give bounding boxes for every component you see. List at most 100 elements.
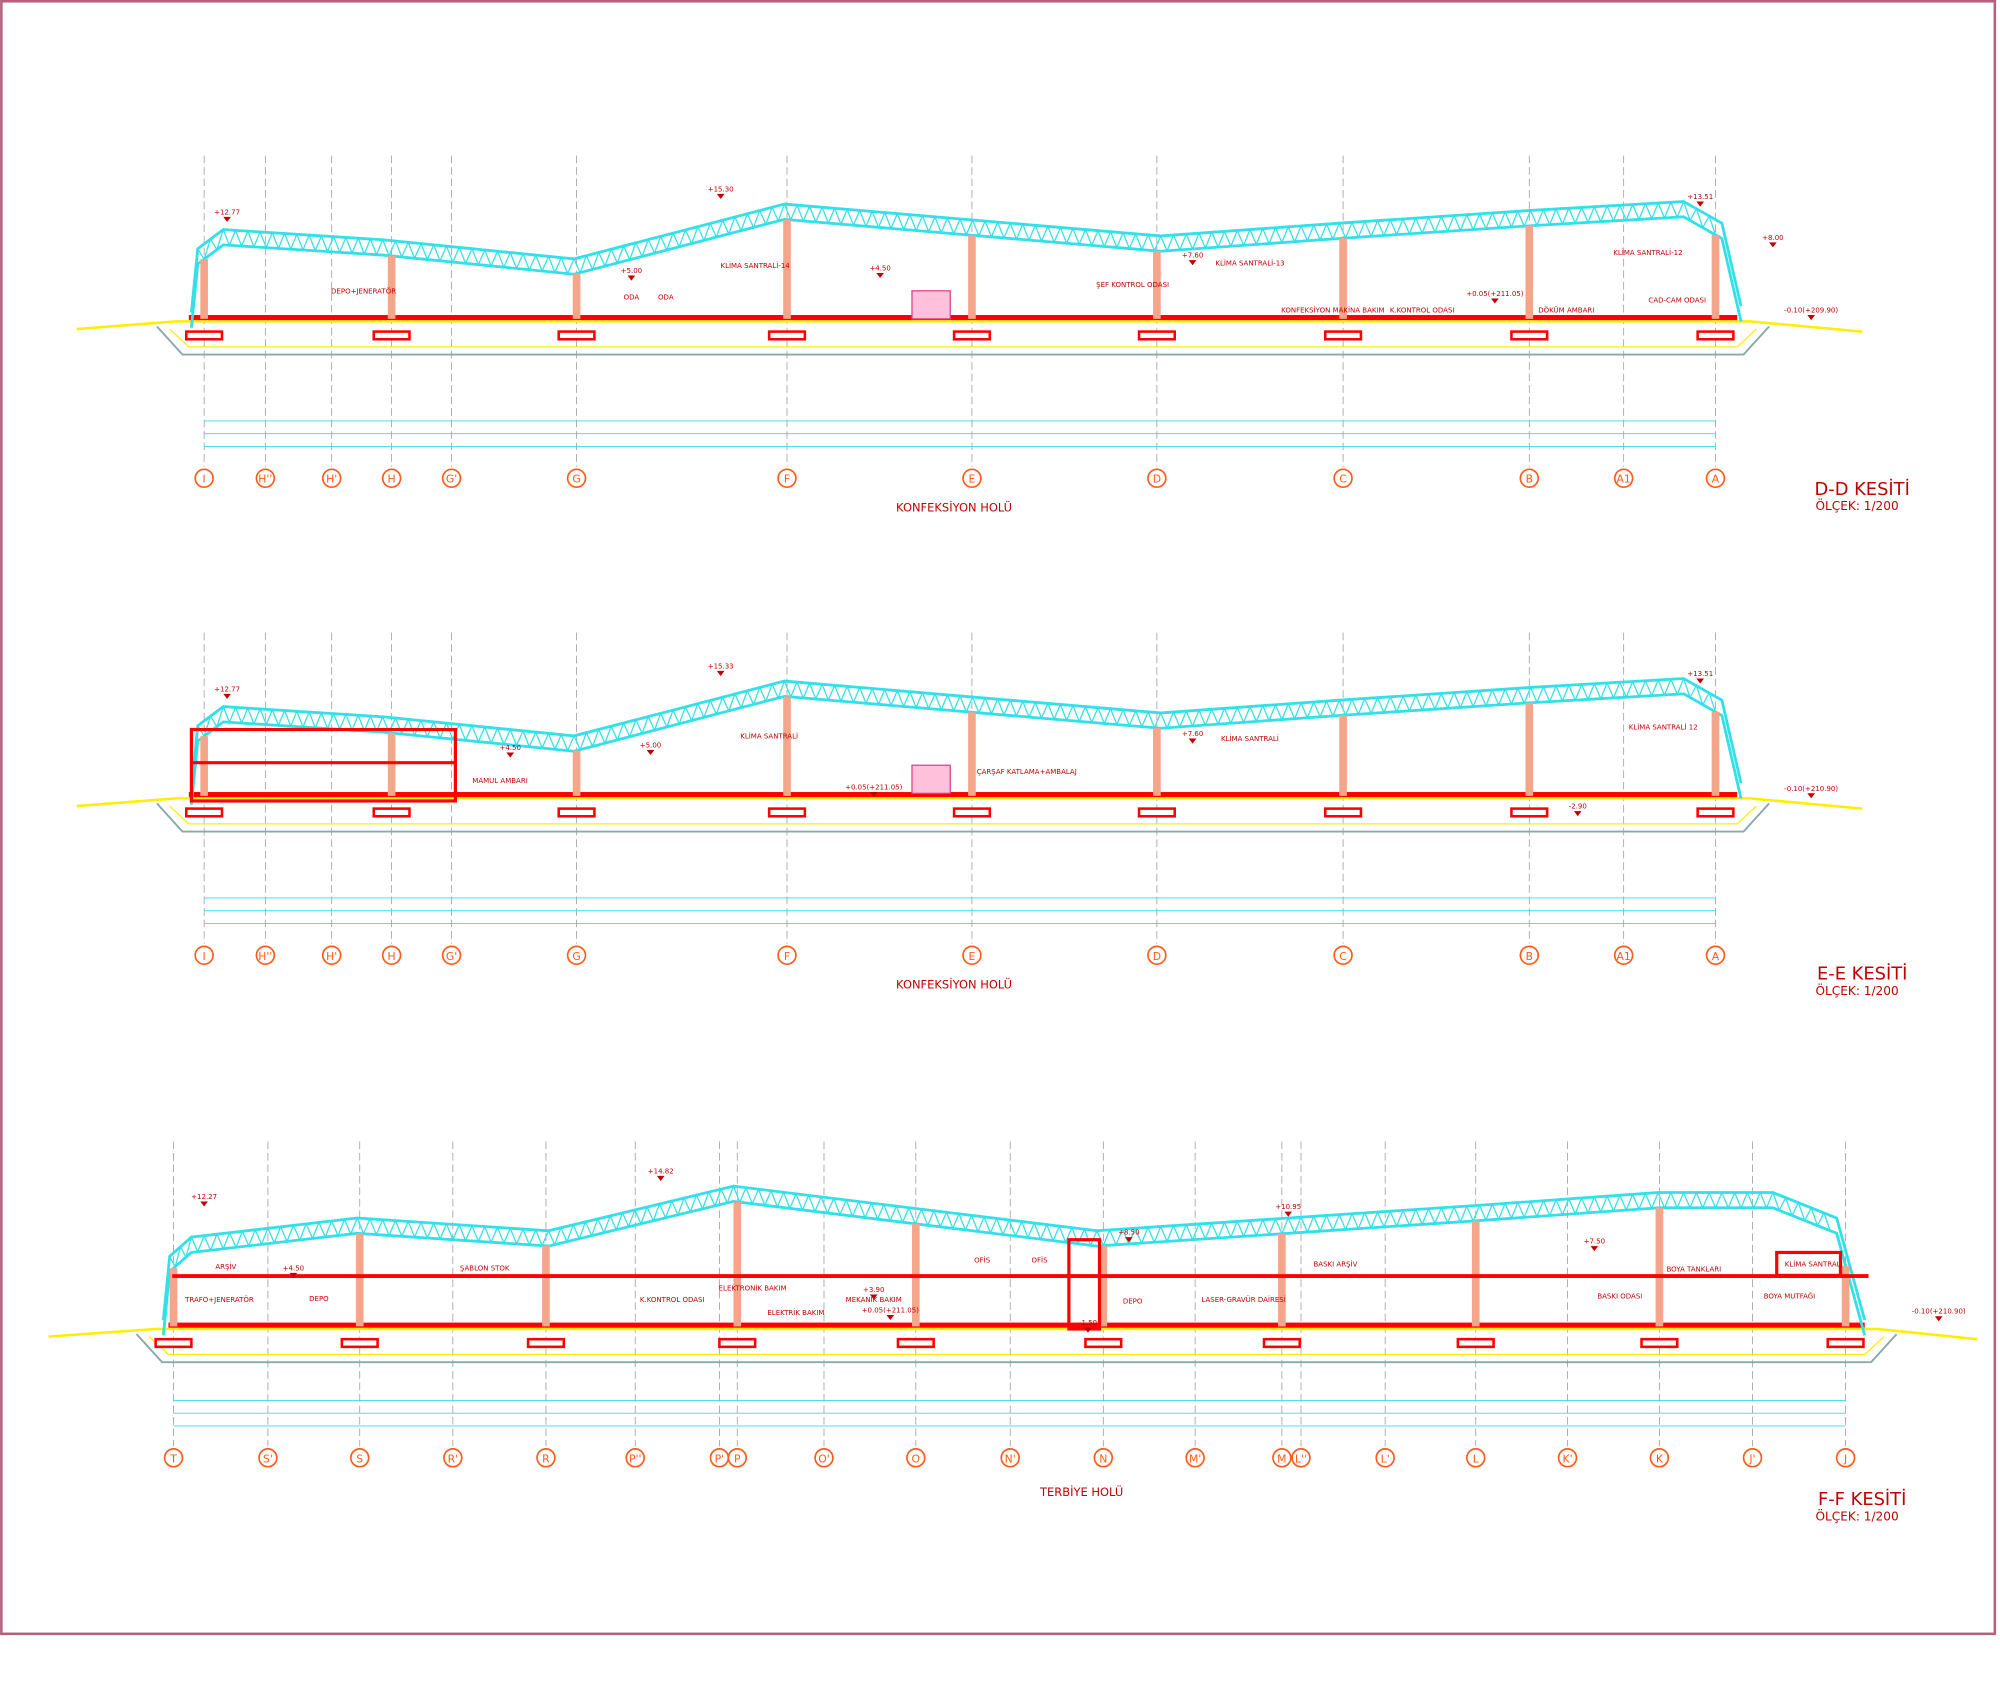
elevation-label: +14.82 — [648, 1166, 674, 1175]
grid-label: L — [1473, 1452, 1479, 1465]
grid-label: P — [734, 1452, 741, 1465]
elevation-label: +0.05(+211.05) — [1466, 289, 1524, 298]
grid-label: J — [1843, 1452, 1847, 1465]
section-f-f: T S' S R' R P'' P' P O' O N' N M' M L'' L' L K' K J' J ARŞİV T… — [48, 1141, 1978, 1523]
ground-line — [76, 320, 1863, 333]
hall-name: KONFEKSİYON HOLÜ — [896, 975, 1012, 991]
hall-name: KONFEKSİYON HOLÜ — [896, 498, 1012, 514]
grid-label: K — [1656, 1452, 1664, 1465]
elevation-marker-icon — [1084, 1327, 1092, 1333]
room-label: MEKANİK BAKIM — [846, 1295, 902, 1304]
room-label: DEPO — [1123, 1296, 1143, 1305]
elevation-label: +8.00 — [1762, 233, 1783, 242]
room-label: ELEKTRİK BAKIM — [767, 1308, 824, 1317]
room-label: DEPO — [309, 1294, 329, 1303]
column-footing — [1696, 807, 1735, 818]
grid-bubble — [536, 1448, 556, 1468]
grid-bubble — [441, 945, 462, 966]
grid-bubble — [625, 1448, 645, 1468]
elevation-marker-icon — [223, 216, 231, 222]
grid-label: P'' — [629, 1452, 641, 1465]
grid-label: B — [1526, 950, 1533, 963]
room-label: KLİMA SANTRALİ — [1221, 734, 1279, 743]
grid-bubble — [962, 945, 982, 966]
grid-bubble — [258, 1448, 278, 1468]
elevation-label: +15.33 — [708, 661, 734, 670]
grid-bubble — [1519, 468, 1540, 489]
section-d-d: I H'' H' H G' G F E D C B A1 A DEPO+JENERATÖR ODA ODA KL… — [76, 155, 1910, 514]
grid-bubble — [1557, 1448, 1578, 1468]
ground-line — [48, 1327, 1978, 1341]
grid-bubble — [441, 468, 462, 489]
grid-label: H — [388, 473, 396, 486]
grid-bubble — [321, 945, 342, 966]
grid-label: M' — [1189, 1452, 1201, 1465]
elevation-label: +12.77 — [214, 207, 240, 216]
grid-bubble — [443, 1448, 463, 1468]
room-label: LASER-GRAVÜR DAİRESİ — [1201, 1295, 1285, 1304]
column — [355, 1233, 364, 1327]
column-footing — [1640, 1337, 1679, 1349]
grid-label: F — [784, 950, 790, 963]
elevation-marker-icon — [869, 792, 878, 798]
grid-bubble — [255, 468, 276, 489]
section-scale: ÖLÇEK: 1/200 — [1816, 497, 1899, 513]
grid-label: G — [572, 950, 580, 963]
column-footing — [896, 1337, 935, 1349]
roof-truss-web — [197, 676, 1717, 753]
grid-bubble — [381, 468, 402, 489]
elevation-label: +7.60 — [1182, 729, 1203, 738]
column — [783, 219, 791, 319]
grid-label: S — [356, 1452, 363, 1465]
grid-bubble — [194, 945, 214, 966]
office-block — [189, 727, 457, 803]
column — [572, 273, 581, 319]
grid-bubble — [1649, 1448, 1670, 1468]
section-title: D-D KESİTİ — [1815, 479, 1910, 500]
column-footing — [1137, 330, 1177, 341]
room-label: ELEKTRONİK BAKIM — [719, 1284, 787, 1293]
grid-bubble — [727, 1448, 748, 1468]
elevation-marker-icon — [1934, 1316, 1943, 1322]
column — [572, 750, 581, 796]
elevation-marker-icon — [646, 749, 655, 756]
grid-label: M — [1277, 1452, 1286, 1465]
column-footing — [1323, 330, 1363, 341]
elevation-label: +0.05(+211.05) — [862, 1305, 920, 1314]
grid-bubble — [163, 1448, 184, 1468]
grid-bubble — [1000, 1448, 1020, 1468]
section-e-e: I H'' H' H G' G F E D C B A1 A MAMUL AMBARI KLİMA SANT… — [76, 632, 1907, 998]
column-footing — [340, 1337, 379, 1349]
room-label: ŞABLON STOK — [460, 1263, 510, 1272]
grid-label: T — [169, 1452, 177, 1465]
column-footing — [952, 807, 992, 818]
column — [1339, 238, 1347, 319]
room-label: OFİS — [974, 1256, 991, 1265]
elevation-label: +5.00 — [621, 266, 642, 275]
elevation-marker-icon — [1769, 242, 1777, 248]
column — [1099, 1245, 1108, 1327]
elevation-label: +10.95 — [1275, 1202, 1301, 1211]
foundation-outline — [156, 325, 1770, 356]
grid-label: A — [1712, 473, 1720, 486]
grid-label: B — [1526, 473, 1533, 486]
roller-door — [911, 290, 951, 320]
grid-label: G — [572, 473, 580, 486]
grid-label: L' — [1381, 1452, 1390, 1465]
grid-label: N — [1099, 1452, 1107, 1465]
column — [387, 255, 396, 319]
floor-slab — [188, 315, 1738, 321]
elevation-marker-icon — [716, 670, 725, 676]
ground-line — [76, 797, 1863, 810]
grid-bubble — [1147, 945, 1167, 966]
grid-label: A1 — [1617, 473, 1631, 486]
room-label: KLİMA SANTRALİ-14 — [720, 261, 790, 270]
grid-bubble — [349, 1448, 370, 1468]
elevation-marker-icon — [1590, 1246, 1599, 1252]
column — [200, 736, 208, 796]
column-footing — [767, 330, 807, 341]
room-label: ODA — [658, 293, 674, 302]
mezzanine-slab — [172, 1274, 1869, 1278]
column-footing — [952, 330, 992, 341]
grid-bubble — [1705, 945, 1726, 966]
